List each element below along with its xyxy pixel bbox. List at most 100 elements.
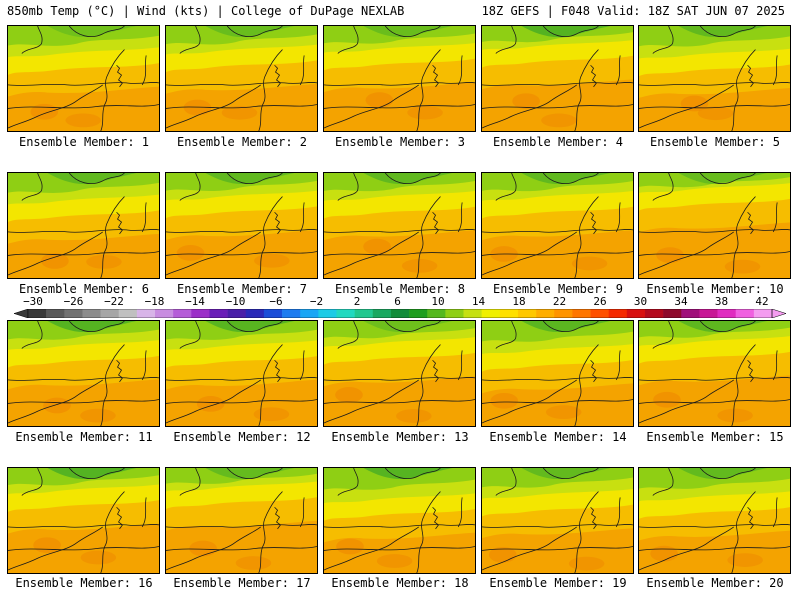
colorbar-swatch — [318, 309, 337, 318]
colorbar-swatch — [372, 309, 392, 318]
ensemble-member-label: Ensemble Member: 14 — [489, 430, 627, 444]
colorbar-swatch — [536, 309, 555, 318]
header-valid-time: 18Z GEFS | F048 Valid: 18Z SAT JUN 07 20… — [481, 4, 785, 18]
colorbar-swatch — [100, 309, 120, 318]
colorbar-swatch — [554, 309, 573, 318]
ensemble-member-label: Ensemble Member: 5 — [649, 135, 781, 149]
ensemble-member-label: Ensemble Member: 3 — [334, 135, 466, 149]
colorbar-tick-label: −26 — [63, 295, 84, 308]
ensemble-member-label: Ensemble Member: 10 — [646, 282, 784, 296]
ensemble-member-label: Ensemble Member: 4 — [492, 135, 624, 149]
colorbar-swatch — [644, 309, 664, 318]
colorbar-tick-label: −14 — [185, 295, 205, 308]
ensemble-member-label: Ensemble Member: 1 — [18, 135, 150, 149]
ensemble-member-map — [323, 320, 476, 427]
colorbar-swatch — [282, 309, 301, 318]
colorbar-swatch — [590, 309, 609, 318]
ensemble-member-map — [323, 25, 476, 132]
colorbar-right-arrow — [771, 309, 786, 318]
colorbar-swatch — [118, 309, 138, 318]
colorbar-left-arrow — [14, 309, 29, 318]
colorbar-swatch — [608, 309, 628, 318]
colorbar-tick-label: 34 — [674, 295, 688, 308]
colorbar-tick-label: 2 — [353, 295, 361, 308]
ensemble-member-label: Ensemble Member: 16 — [15, 576, 153, 590]
colorbar-swatch — [717, 309, 737, 318]
ensemble-member-map — [7, 467, 160, 574]
colorbar-swatch — [753, 309, 773, 318]
ensemble-member-label: Ensemble Member: 7 — [176, 282, 308, 296]
colorbar-swatch — [209, 309, 228, 318]
ensemble-member-label: Ensemble Member: 15 — [646, 430, 784, 444]
colorbar-tick-label: −22 — [104, 295, 124, 308]
colorbar-swatch — [517, 309, 537, 318]
ensemble-member-label: Ensemble Member: 2 — [176, 135, 308, 149]
colorbar-swatch — [245, 309, 265, 318]
ensemble-member-map — [165, 172, 318, 279]
colorbar-swatch — [481, 309, 501, 318]
colorbar-swatch — [663, 309, 682, 318]
colorbar-tick-label: −6 — [269, 295, 283, 308]
ensemble-member-label: Ensemble Member: 17 — [173, 576, 311, 590]
colorbar-swatch — [681, 309, 700, 318]
ensemble-member-map — [638, 172, 791, 279]
ensemble-member-map — [165, 25, 318, 132]
colorbar-tick-label: 38 — [714, 295, 729, 308]
colorbar-swatch — [82, 309, 101, 318]
colorbar-tick-label: 22 — [552, 295, 567, 308]
header-title: 850mb Temp (°C) | Wind (kts) | College o… — [7, 4, 405, 18]
ensemble-member-label: Ensemble Member: 18 — [331, 576, 469, 590]
colorbar-swatch — [409, 309, 428, 318]
colorbar-swatch — [499, 309, 519, 318]
ensemble-member-label: Ensemble Member: 6 — [18, 282, 150, 296]
colorbar-strip — [14, 309, 786, 318]
colorbar-tick-label: −10 — [225, 295, 246, 308]
ensemble-member-map — [638, 467, 791, 574]
colorbar-swatch — [136, 309, 156, 318]
colorbar-tick-label: 26 — [593, 295, 607, 308]
ensemble-member-map — [7, 320, 160, 427]
colorbar-swatch — [463, 309, 482, 318]
colorbar-swatch — [155, 309, 174, 318]
colorbar-swatch — [572, 309, 591, 318]
colorbar-swatch — [626, 309, 646, 318]
colorbar-swatch — [427, 309, 446, 318]
colorbar-swatch — [263, 309, 283, 318]
colorbar-swatch — [336, 309, 355, 318]
colorbar-tick-label: 30 — [633, 295, 648, 308]
colorbar-tick-label: 42 — [755, 295, 769, 308]
colorbar-tick-label: −2 — [309, 295, 324, 308]
colorbar-swatch — [735, 309, 755, 318]
colorbar-tick-label: 18 — [512, 295, 526, 308]
ensemble-member-map — [165, 320, 318, 427]
ensemble-member-map — [638, 25, 791, 132]
colorbar-swatch — [227, 309, 247, 318]
colorbar-swatch — [191, 309, 210, 318]
colorbar-tick-label: −30 — [23, 295, 43, 308]
ensemble-member-map — [638, 320, 791, 427]
ensemble-member-map — [7, 172, 160, 279]
colorbar-swatch — [445, 309, 464, 318]
colorbar-tick-label: 6 — [394, 295, 401, 308]
ensemble-member-label: Ensemble Member: 12 — [173, 430, 311, 444]
ensemble-member-map — [481, 172, 634, 279]
colorbar-swatch — [64, 309, 83, 318]
colorbar-swatch — [28, 309, 47, 318]
ensemble-member-label: Ensemble Member: 13 — [331, 430, 469, 444]
ensemble-member-map — [7, 25, 160, 132]
ensemble-member-label: Ensemble Member: 9 — [492, 282, 624, 296]
colorbar-swatch — [173, 309, 192, 318]
ensemble-member-label: Ensemble Member: 19 — [489, 576, 627, 590]
ensemble-member-map — [323, 172, 476, 279]
ensemble-member-label: Ensemble Member: 20 — [646, 576, 784, 590]
colorbar-tick-label: −18 — [144, 295, 165, 308]
ensemble-member-map — [165, 467, 318, 574]
colorbar-swatch — [354, 309, 374, 318]
colorbar-tick-label: 10 — [431, 295, 445, 308]
ensemble-member-label: Ensemble Member: 8 — [334, 282, 466, 296]
colorbar-tick-label: 14 — [471, 295, 486, 308]
ensemble-member-map — [481, 467, 634, 574]
ensemble-member-map — [323, 467, 476, 574]
colorbar-outline — [27, 309, 773, 318]
colorbar-swatch — [699, 309, 718, 318]
